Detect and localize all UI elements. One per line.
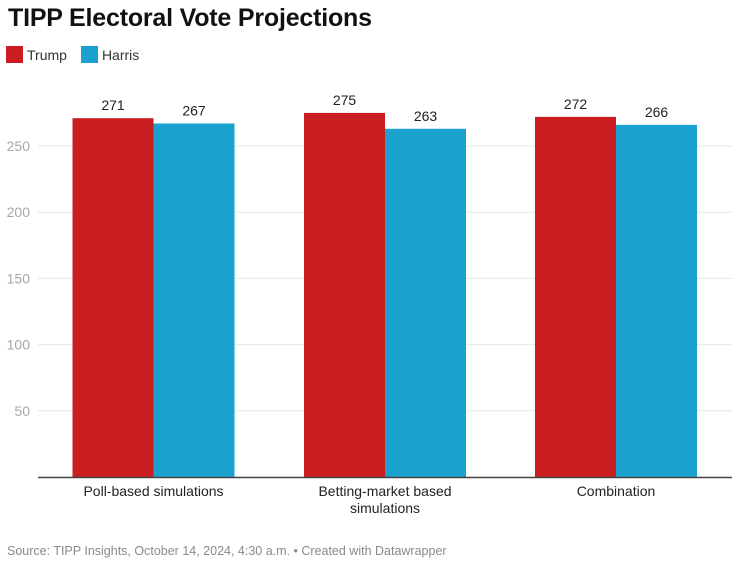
legend-swatch-harris xyxy=(80,46,98,63)
legend-label-harris: Harris xyxy=(101,46,140,63)
bar-harris xyxy=(385,128,466,477)
legend: Trump Harris xyxy=(6,46,153,63)
y-tick-label: 250 xyxy=(7,138,31,154)
data-label-trump: 271 xyxy=(101,97,125,113)
data-label-trump: 272 xyxy=(564,96,588,112)
data-label-harris: 266 xyxy=(645,104,669,120)
data-label-trump: 275 xyxy=(333,92,357,108)
bar-trump xyxy=(535,116,616,477)
y-tick-label: 200 xyxy=(7,204,31,220)
data-label-harris: 267 xyxy=(182,102,206,118)
x-tick-label: simulations xyxy=(350,500,420,516)
chart-title: TIPP Electoral Vote Projections xyxy=(8,4,372,32)
legend-item-trump: Trump xyxy=(6,46,67,63)
y-tick-label: 100 xyxy=(7,337,31,353)
legend-swatch-trump xyxy=(6,46,23,63)
bar-harris xyxy=(153,123,235,477)
x-tick-label: Betting-market based xyxy=(318,483,451,499)
bar-trump xyxy=(72,118,154,478)
y-tick-label: 50 xyxy=(14,403,30,419)
source-footer: Source: TIPP Insights, October 14, 2024,… xyxy=(7,544,447,558)
x-tick-label: Combination xyxy=(577,483,656,499)
bar-trump xyxy=(304,112,385,478)
data-label-harris: 263 xyxy=(414,108,438,124)
legend-label-trump: Trump xyxy=(27,46,67,63)
legend-item-harris: Harris xyxy=(80,46,140,63)
x-tick-label: Poll-based simulations xyxy=(83,483,223,499)
bar-harris xyxy=(616,124,697,477)
y-tick-label: 150 xyxy=(7,270,31,286)
